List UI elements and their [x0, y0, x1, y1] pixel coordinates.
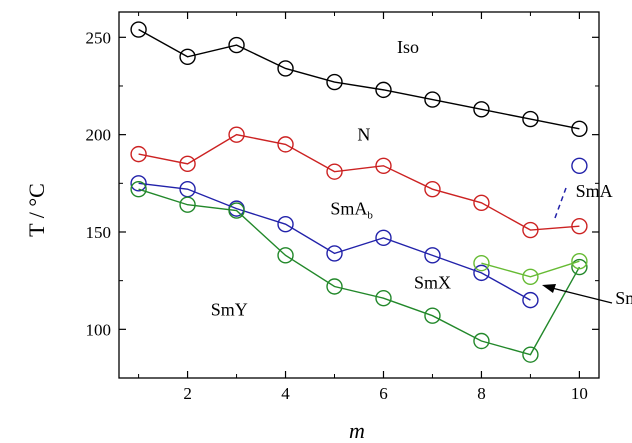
phase-label: SmC	[615, 288, 632, 308]
data-point	[326, 245, 343, 262]
data-point	[571, 217, 588, 235]
data-point	[424, 307, 441, 324]
series-line	[138, 133, 580, 231]
data-point	[571, 252, 588, 270]
y-tick-label: 200	[86, 126, 112, 145]
tick-labels: 2 4 6 8 10 100 150 200 250	[86, 28, 588, 403]
x-axis-title: m	[349, 418, 365, 443]
data-point	[473, 254, 490, 272]
x-tick-label: 6	[379, 384, 388, 403]
data-point	[375, 81, 392, 99]
data-point	[473, 332, 490, 350]
data-point	[522, 291, 539, 309]
smc-arrow-line	[551, 287, 613, 304]
phase-label: SmA	[576, 181, 613, 201]
phase-label: N	[357, 124, 370, 144]
data-point	[424, 180, 441, 198]
data-point	[277, 247, 294, 264]
series-0	[130, 21, 588, 138]
series-4	[473, 252, 588, 285]
series-line	[481, 260, 580, 278]
data-point	[375, 157, 392, 174]
series-layer	[130, 21, 588, 363]
series-line	[138, 182, 531, 301]
plot-area-frame	[118, 11, 600, 379]
axis-ticks	[119, 12, 599, 379]
data-point	[228, 202, 245, 219]
data-point	[130, 175, 147, 192]
data-point	[277, 60, 294, 77]
series-line	[138, 188, 581, 356]
x-tick-label: 4	[281, 384, 290, 403]
sma-boundary-dashed-line	[554, 187, 567, 219]
data-point	[326, 278, 343, 295]
data-point	[522, 346, 539, 363]
y-axis-title: T / °C	[24, 183, 49, 237]
series-line	[138, 28, 580, 130]
data-point	[522, 221, 539, 239]
data-point	[130, 180, 147, 198]
data-point	[277, 216, 294, 233]
data-point	[522, 110, 539, 128]
data-point	[179, 196, 196, 213]
data-point	[571, 258, 588, 276]
data-point	[179, 48, 196, 65]
phase-label: SmX	[414, 272, 451, 292]
x-tick-label: 2	[183, 384, 192, 403]
data-point	[326, 163, 343, 180]
x-tick-label: 10	[571, 384, 588, 403]
smc-arrowhead	[542, 284, 556, 293]
phase-label: Iso	[397, 37, 419, 57]
series-1	[130, 126, 588, 239]
phase-labels: Iso N SmAb SmX SmY SmA SmC	[211, 37, 632, 320]
data-point	[277, 136, 294, 153]
data-point	[228, 36, 245, 54]
data-point	[130, 21, 147, 38]
annotations	[542, 187, 613, 304]
data-point	[375, 289, 392, 307]
series-3	[130, 180, 588, 363]
series-2	[130, 175, 539, 309]
data-point	[326, 73, 343, 91]
data-point	[424, 247, 441, 264]
y-tick-label: 150	[86, 223, 112, 242]
data-point	[375, 229, 392, 247]
data-point	[473, 101, 490, 118]
y-tick-label: 250	[86, 28, 112, 47]
data-point	[130, 145, 147, 163]
y-tick-label: 100	[86, 320, 112, 339]
data-point	[473, 194, 490, 211]
data-point	[571, 120, 588, 138]
data-point	[228, 126, 245, 143]
data-point	[424, 91, 441, 108]
data-point	[571, 157, 588, 174]
data-point	[473, 264, 490, 282]
phase-label: SmY	[211, 300, 248, 320]
phase-label: SmAb	[330, 198, 373, 221]
data-point	[522, 268, 539, 285]
x-tick-label: 8	[477, 384, 486, 403]
data-point	[179, 155, 196, 173]
